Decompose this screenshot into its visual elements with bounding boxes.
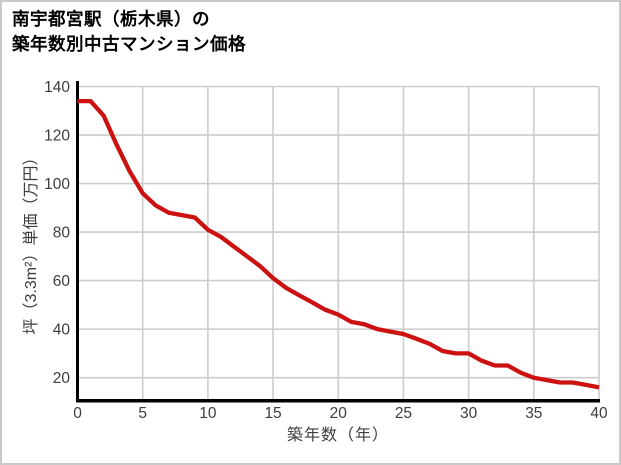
y-tick-label: 100 xyxy=(44,176,70,193)
y-tick-label: 60 xyxy=(53,273,71,290)
x-tick-label: 25 xyxy=(395,405,412,422)
axis-lines xyxy=(76,81,600,403)
y-tick-label: 80 xyxy=(53,225,71,242)
x-tick-label: 10 xyxy=(199,405,217,422)
x-tick-label: 5 xyxy=(138,405,147,422)
chart-title-line1: 南宇都宮駅（栃木県）の xyxy=(12,9,210,29)
chart-title: 南宇都宮駅（栃木県）の 築年数別中古マンション価格 xyxy=(12,7,246,57)
y-tick-label: 120 xyxy=(44,128,70,145)
x-tick-label: 35 xyxy=(525,405,542,422)
vertical-gridlines xyxy=(141,86,600,400)
x-tick-label: 15 xyxy=(264,405,281,422)
x-tick-label: 40 xyxy=(590,405,608,422)
y-axis-line xyxy=(76,81,79,403)
chart-title-line2: 築年数別中古マンション価格 xyxy=(12,33,246,54)
x-tick-label: 0 xyxy=(73,405,82,422)
price-line-series xyxy=(77,98,600,390)
x-tick-labels: 0 5 10 15 20 25 30 35 40 xyxy=(73,405,608,422)
y-axis-title: 坪（3.3m²）単価（万円） xyxy=(23,149,40,335)
x-axis-line xyxy=(76,399,600,403)
x-tick-label: 20 xyxy=(330,405,348,422)
y-tick-labels: 20 40 60 80 100 120 140 xyxy=(44,79,70,387)
x-tick-label: 30 xyxy=(460,405,478,422)
y-tick-label: 40 xyxy=(53,322,71,339)
x-axis-title: 築年数（年） xyxy=(286,427,390,444)
y-tick-label: 140 xyxy=(44,79,70,96)
y-tick-label: 20 xyxy=(53,370,71,387)
